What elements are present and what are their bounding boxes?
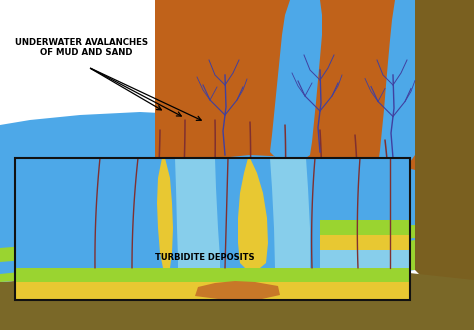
Polygon shape — [320, 235, 410, 250]
Polygon shape — [270, 158, 310, 268]
Polygon shape — [320, 282, 410, 300]
Polygon shape — [15, 268, 410, 282]
Polygon shape — [157, 158, 173, 268]
Polygon shape — [155, 160, 415, 182]
Polygon shape — [175, 264, 270, 283]
Polygon shape — [15, 158, 410, 300]
Polygon shape — [238, 165, 260, 276]
Polygon shape — [195, 281, 280, 300]
Polygon shape — [195, 265, 270, 282]
Text: TURBIDITE DEPOSITS: TURBIDITE DEPOSITS — [155, 253, 255, 262]
Polygon shape — [218, 165, 238, 260]
Polygon shape — [320, 220, 410, 235]
Polygon shape — [420, 0, 474, 330]
Polygon shape — [378, 0, 415, 170]
Polygon shape — [0, 105, 415, 282]
Polygon shape — [0, 240, 415, 282]
Polygon shape — [175, 158, 220, 268]
Polygon shape — [0, 225, 415, 262]
Polygon shape — [320, 250, 410, 268]
Polygon shape — [270, 0, 322, 165]
Polygon shape — [238, 158, 268, 268]
Polygon shape — [15, 282, 410, 300]
Text: UNDERWATER AVALANCHES
   OF MUD AND SAND: UNDERWATER AVALANCHES OF MUD AND SAND — [15, 38, 148, 57]
Polygon shape — [320, 268, 410, 282]
Polygon shape — [155, 0, 415, 170]
Polygon shape — [155, 0, 415, 170]
Polygon shape — [415, 0, 474, 330]
Polygon shape — [0, 268, 474, 330]
Polygon shape — [195, 168, 218, 274]
